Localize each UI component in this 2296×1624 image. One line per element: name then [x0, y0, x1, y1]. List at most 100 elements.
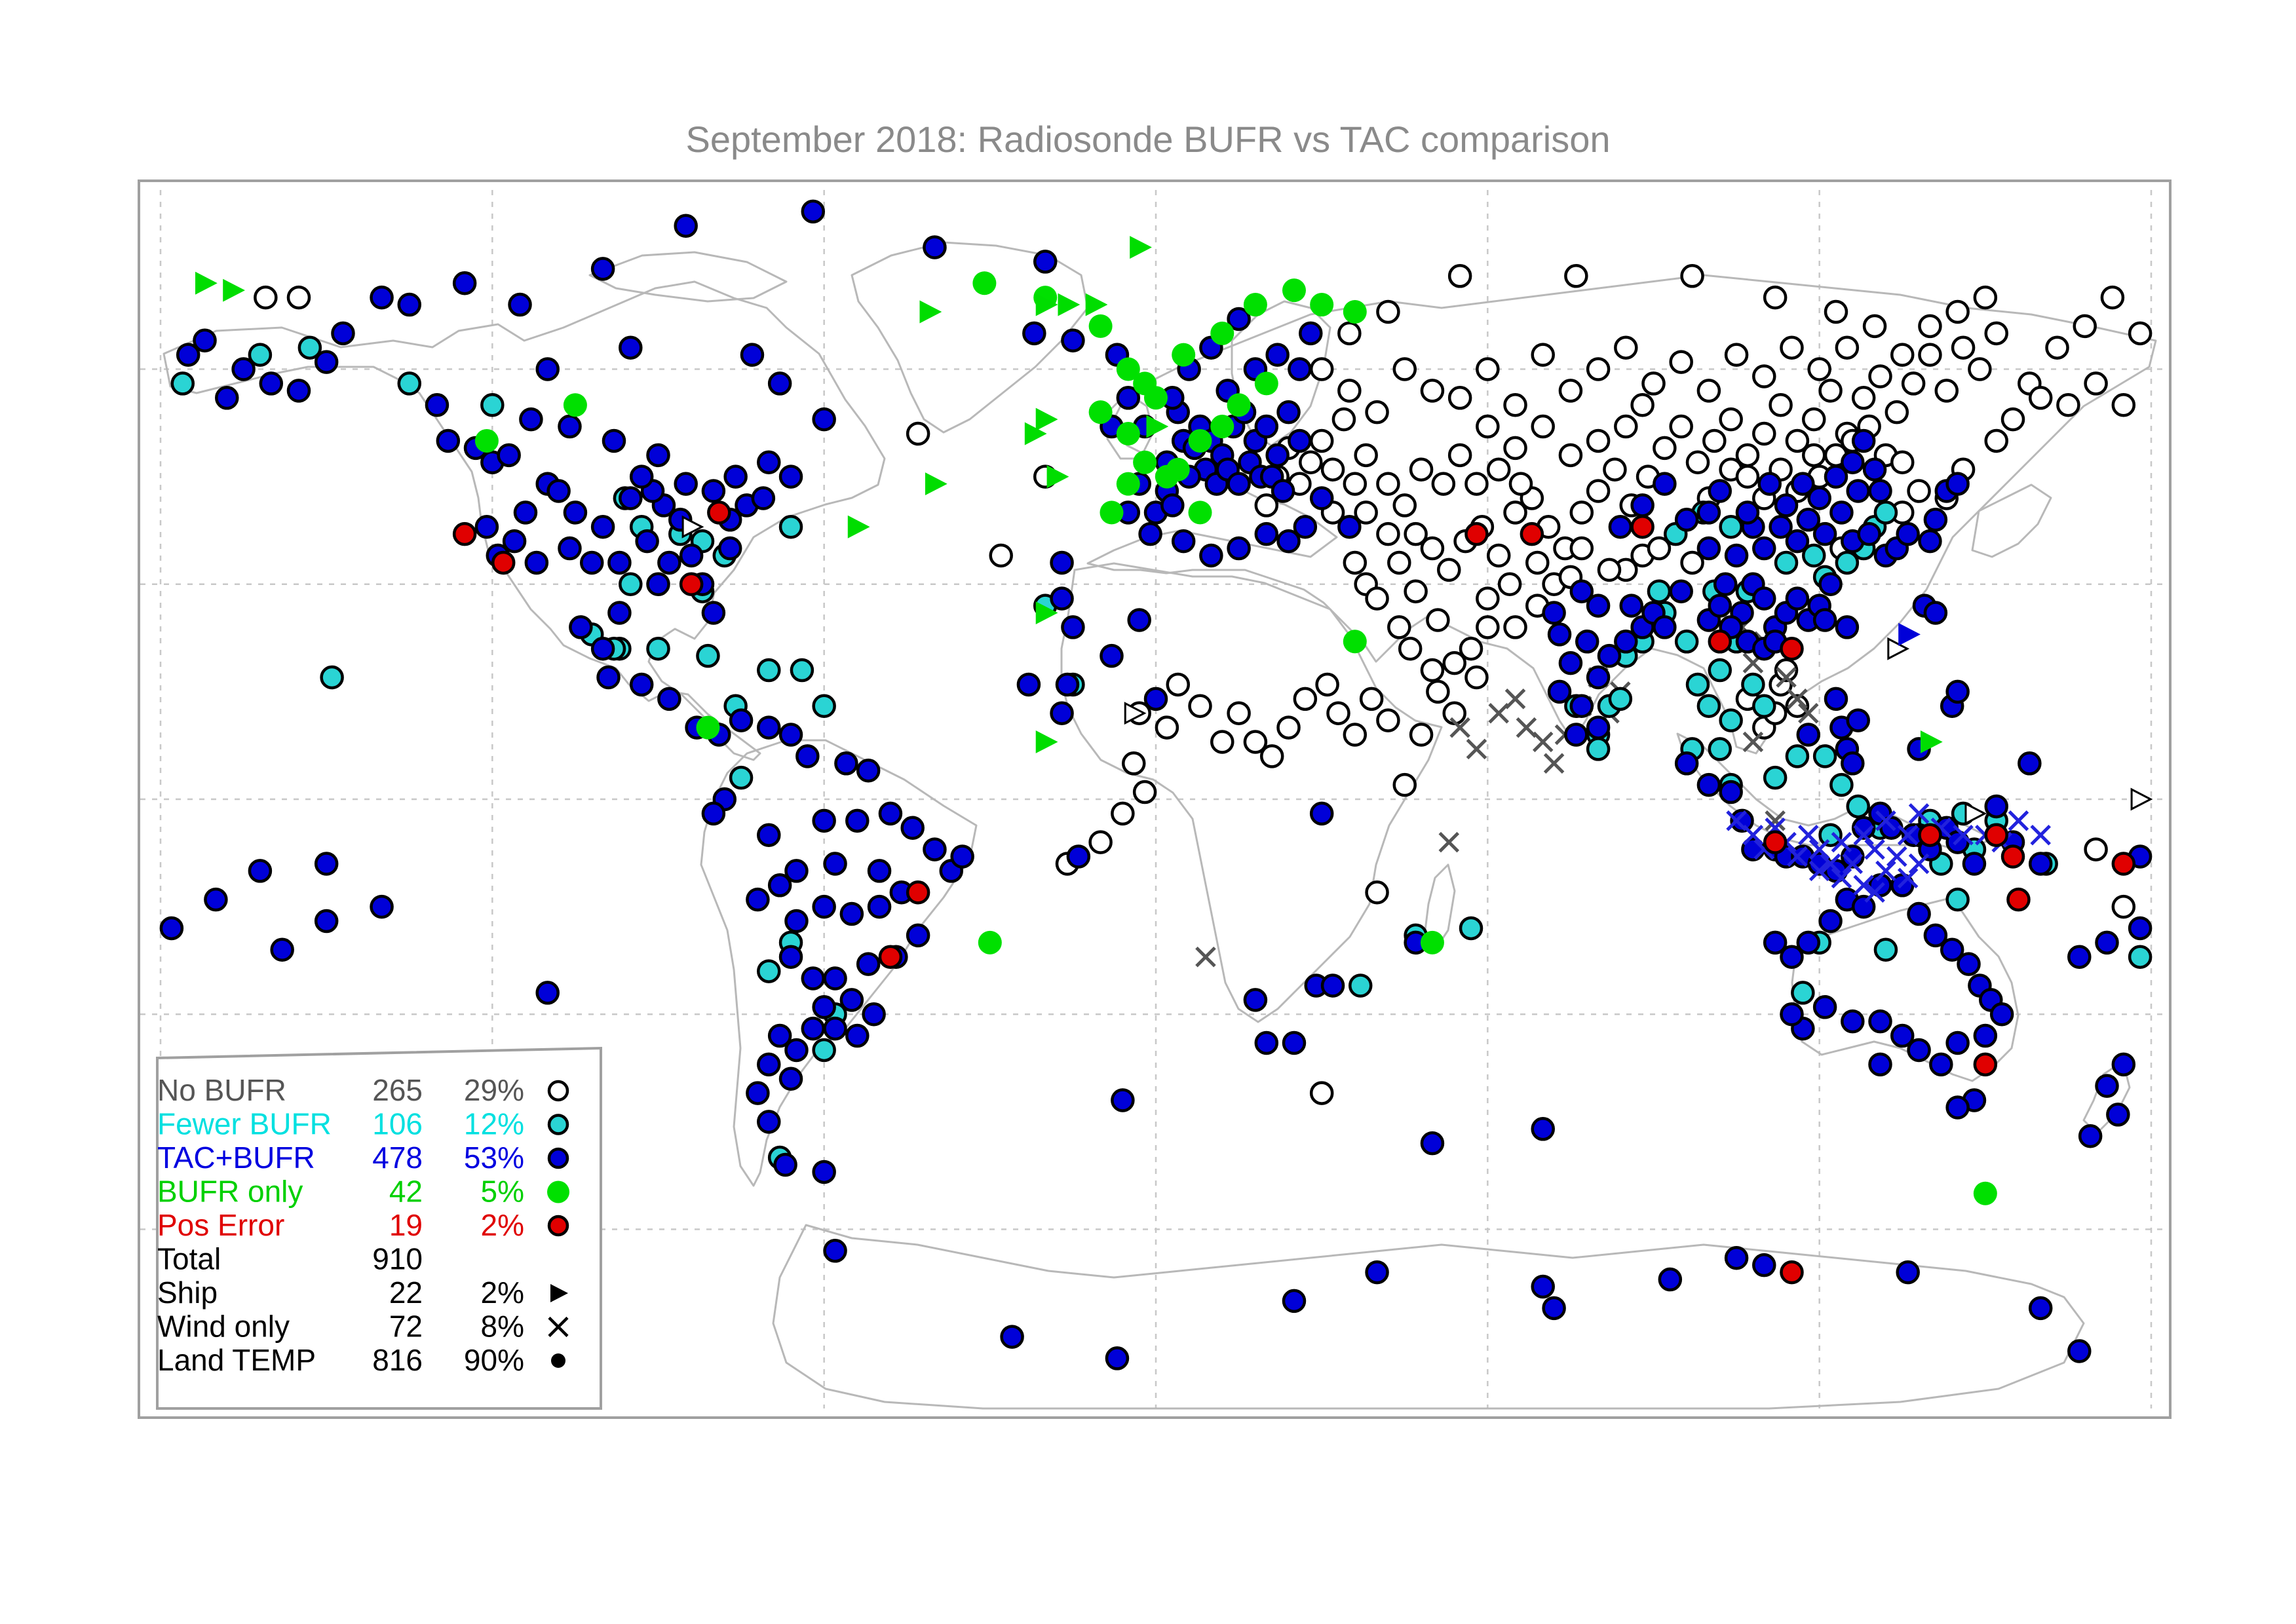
ship-station: [1920, 730, 1943, 753]
tac-bufr-station: [1818, 572, 1843, 597]
tac-bufr-station: [286, 379, 311, 403]
fewer-bufr-station: [297, 335, 322, 360]
tac-bufr-station: [1829, 500, 1854, 525]
no-bufr-station: [1569, 500, 1594, 525]
wind-only-station: [1853, 875, 1874, 896]
tac-bufr-station: [823, 1239, 847, 1263]
tac-bufr-station: [1780, 945, 1804, 969]
no-bufr-station: [1476, 357, 1500, 381]
tac-bufr-station: [1531, 1117, 1555, 1141]
tac-bufr-station: [215, 386, 239, 410]
no-bufr-station: [1973, 285, 1998, 310]
no-bufr-station: [1354, 500, 1378, 525]
tac-bufr-station: [1796, 508, 1821, 532]
tac-bufr-station: [497, 443, 521, 468]
tac-bufr-station: [801, 966, 826, 991]
pos-error-station: [679, 572, 704, 597]
no-bufr-station: [1641, 371, 1666, 396]
station-markers: [159, 199, 2153, 1370]
no-bufr-station: [1392, 493, 1417, 518]
fewer-bufr-station: [1785, 744, 1810, 768]
tac-bufr-station: [1696, 772, 1721, 797]
legend-label: BUFR only: [157, 1175, 303, 1209]
tac-bufr-station: [1724, 543, 1749, 568]
legend-label: TAC+BUFR: [157, 1141, 315, 1175]
tac-bufr-station: [1923, 508, 1948, 532]
no-bufr-station: [1376, 708, 1400, 732]
tac-bufr-station: [1586, 594, 1611, 618]
fewer-bufr-station: [812, 1038, 836, 1063]
legend-count: 816: [372, 1343, 423, 1377]
no-bufr-station: [2000, 407, 2025, 432]
tac-bufr-station: [801, 1016, 826, 1041]
tac-bufr-station: [607, 601, 632, 625]
map-title: September 2018: Radiosonde BUFR vs TAC c…: [685, 119, 1611, 160]
ship-station: [1035, 293, 1058, 316]
ship-station: [1046, 465, 1069, 489]
tac-bufr-station: [508, 292, 532, 317]
legend-count: 910: [372, 1242, 423, 1276]
tac-bufr-station: [1293, 514, 1318, 539]
tac-bufr-station: [176, 343, 201, 367]
no-bufr-station: [1188, 694, 1212, 719]
tac-bufr-station: [629, 672, 654, 697]
tac-bufr-station: [923, 837, 947, 861]
tac-bufr-station: [839, 901, 864, 926]
tac-bufr-station: [795, 744, 820, 768]
tac-bufr-station: [1868, 1009, 1892, 1034]
tac-bufr-station: [812, 995, 836, 1019]
no-bufr-station: [1630, 392, 1655, 417]
no-bufr-station: [1918, 314, 1942, 339]
tac-bufr-station: [2018, 751, 2042, 776]
fewer-bufr-station: [1348, 973, 1373, 998]
tac-bufr-station: [757, 450, 781, 475]
tac-bufr-station: [757, 1052, 781, 1077]
no-bufr-station: [1696, 379, 1721, 403]
legend-percent: 29%: [464, 1073, 524, 1107]
wind-only-station: [1449, 717, 1470, 738]
tac-bufr-station: [1630, 493, 1655, 518]
legend-label: Total: [157, 1242, 221, 1276]
tac-bufr-station: [1022, 321, 1046, 346]
no-bufr-station: [1851, 386, 1876, 410]
legend-percent: 2%: [481, 1275, 524, 1310]
wind-only-station: [1438, 831, 1460, 853]
tac-bufr-station: [1365, 1260, 1389, 1285]
tac-bufr-station: [1896, 1260, 1920, 1285]
wind-only-station: [1908, 803, 1930, 824]
fewer-bufr-station: [790, 658, 814, 683]
tac-bufr-station: [1337, 514, 1362, 539]
tac-bufr-station: [1547, 622, 1572, 647]
tac-bufr-station: [524, 550, 549, 575]
tac-bufr-station: [1653, 472, 1677, 496]
ship-station: [1898, 622, 1921, 646]
fewer-bufr-station: [397, 371, 421, 396]
tac-bufr-station: [1841, 751, 1865, 776]
fewer-bufr-station: [2128, 945, 2152, 969]
tac-bufr-station: [248, 859, 273, 883]
tac-bufr-station: [1000, 1325, 1024, 1349]
no-bufr-station: [1486, 543, 1511, 568]
wind-only-station: [1897, 867, 1919, 889]
tac-bufr-station: [1171, 529, 1196, 554]
fewer-bufr-station: [1801, 543, 1826, 568]
no-bufr-station: [1392, 357, 1417, 381]
tac-bufr-station: [1586, 665, 1611, 690]
tac-bufr-station: [823, 1016, 847, 1041]
wind-only-station: [1864, 839, 1885, 860]
ship-station: [919, 300, 942, 324]
tac-bufr-station: [519, 407, 543, 432]
no-bufr-station: [1735, 464, 1760, 489]
tac-bufr-station: [1061, 328, 1085, 353]
legend-count: 19: [389, 1208, 423, 1242]
tac-bufr-station: [1796, 723, 1821, 747]
ship-station: [223, 278, 245, 302]
pos-error-station: [1780, 636, 1804, 661]
tac-bufr-station: [331, 321, 355, 346]
tac-bufr-station: [1033, 250, 1058, 274]
tac-bufr-station: [1812, 995, 1837, 1019]
tac-bufr-station: [1138, 521, 1162, 546]
no-bufr-station: [2111, 894, 2136, 919]
fewer-bufr-station: [1835, 550, 1860, 575]
tac-bufr-station: [757, 823, 781, 847]
